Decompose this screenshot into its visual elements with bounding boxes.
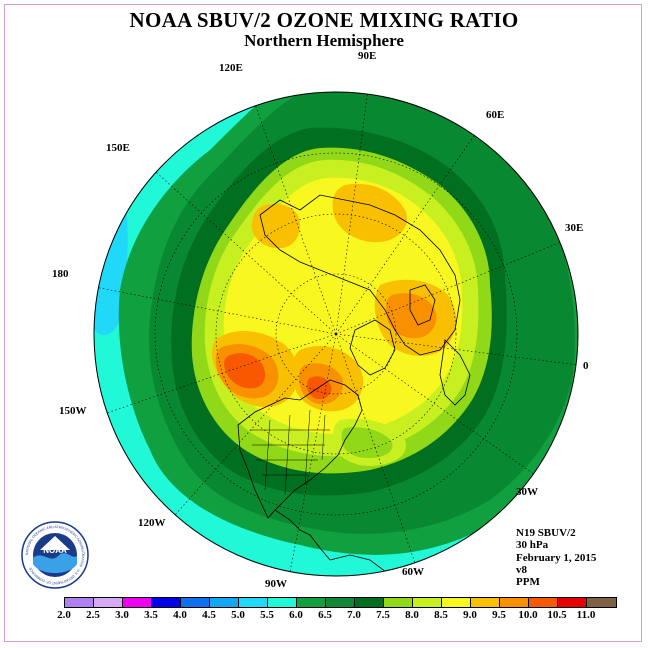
- scandinavia-outline: [409, 284, 436, 326]
- colorbar-tick-label: 9.5: [492, 609, 506, 621]
- central-america-outline: [274, 509, 331, 561]
- meridian-60w: [335, 333, 416, 564]
- colorbar-swatch: [413, 598, 442, 607]
- colorbar-tick-label: 3.0: [115, 609, 129, 621]
- longitude-label-0: 0: [583, 360, 589, 372]
- figure-frame: [4, 4, 642, 642]
- map-boundary: [93, 91, 579, 577]
- meridian-30w: [335, 333, 536, 476]
- colorbar-tick-label: 6.5: [318, 609, 332, 621]
- band-7.5-8.0-atlantic: [341, 427, 393, 458]
- colorbar-swatch: [181, 598, 210, 607]
- colorbar-swatch: [326, 598, 355, 607]
- colorbar-swatch: [384, 598, 413, 607]
- logo-wave: [33, 553, 77, 573]
- colorbar-swatch: [152, 598, 181, 607]
- longitude-label-150w: 150W: [59, 405, 87, 417]
- meridian-150w: [106, 333, 337, 414]
- longitude-label-60w: 60W: [402, 566, 424, 578]
- colorbar-ticks: 2.0 2.5 3.0 3.5 4.0 4.5 5.0 5.5 6.0 6.5 7.0 7.5 8.0 8…: [51, 609, 611, 623]
- colorbar-tick-label: 7.0: [347, 609, 361, 621]
- colorbar-tick-label: 7.5: [376, 609, 390, 621]
- longitude-label-30w: 30W: [516, 486, 538, 498]
- colorbar-swatch: [500, 598, 529, 607]
- colorbar-tick-label: 8.0: [405, 609, 419, 621]
- colorbar-swatch: [268, 598, 297, 607]
- band-9.0-9.5-north: [332, 183, 408, 243]
- latitude-circle-60: [215, 213, 457, 455]
- south-america-outline: [329, 554, 401, 576]
- meridian-90w: [289, 333, 337, 573]
- colorbar-tick-label: 8.5: [434, 609, 448, 621]
- colorbar-swatch: [94, 598, 123, 607]
- meridian-150e: [137, 155, 337, 335]
- logo-bird-shape: [40, 536, 70, 550]
- colorbar-tick-label: 2.0: [57, 609, 71, 621]
- date-label: February 1, 2015: [516, 551, 597, 564]
- eurasia-outline: [259, 194, 461, 356]
- band-10.0-10.5-center: [307, 376, 332, 399]
- meridian-30e: [335, 239, 567, 335]
- colorbar-swatch: [529, 598, 558, 607]
- band-9.5-10.0-east: [386, 293, 437, 339]
- colorbar-swatch: [558, 598, 587, 607]
- longitude-label-150e: 150E: [106, 142, 130, 154]
- logo-center-text: NOAA: [43, 546, 67, 555]
- us-state-lines: [250, 409, 330, 496]
- colorbar-tick-label: 11.0: [576, 609, 596, 621]
- colorbar-tick-label: 10.0: [518, 609, 538, 621]
- colorbar-swatch: [297, 598, 326, 607]
- colorbar-tick-label: 5.0: [231, 609, 245, 621]
- longitude-label-90e: 90E: [358, 50, 377, 62]
- colorbar-tick-label: 5.5: [260, 609, 274, 621]
- latitude-circle-75: [275, 273, 397, 395]
- product-info: N19 SBUV/2 30 hPa February 1, 2015 v8 PP…: [516, 527, 596, 588]
- meridian-180: [94, 286, 337, 335]
- longitude-label-120w: 120W: [138, 517, 166, 529]
- colorbar-swatch: [239, 598, 268, 607]
- colorbar-swatch: [587, 598, 616, 607]
- colorbar-swatch: [65, 598, 94, 607]
- version-label: v8: [516, 563, 527, 576]
- map-title: NOAA SBUV/2 OZONE MIXING RATIO: [129, 8, 519, 32]
- colorbar-swatch: [210, 598, 239, 607]
- colorbar-swatch: [442, 598, 471, 607]
- instrument-label: N19 SBUV/2: [516, 527, 576, 539]
- colorbar-tick-label: 9.0: [463, 609, 477, 621]
- colorbar-tick-label: 4.5: [202, 609, 216, 621]
- colorbar-tick-label: 10.5: [547, 609, 567, 621]
- meridian-0: [335, 333, 578, 366]
- longitude-label-30e: 30E: [565, 222, 584, 234]
- north-america-outline: [237, 379, 363, 519]
- graticule: [94, 92, 578, 573]
- colorbar-swatch: [355, 598, 384, 607]
- pressure-level-label: 30 hPa: [516, 539, 549, 552]
- longitude-label-180: 180: [52, 268, 69, 280]
- band-9.0-9.5-nw: [251, 203, 300, 249]
- colorbar-tick-label: 6.0: [289, 609, 303, 621]
- noaa-logo: NOAA NATIONAL OCEANIC AND ATMOSPHERIC AD…: [21, 521, 89, 589]
- band-10.0-10.5-west: [224, 353, 266, 389]
- colorbar-tick-label: 2.5: [86, 609, 100, 621]
- units-label: PPM: [516, 576, 540, 589]
- greenland-outline: [349, 319, 396, 376]
- europe-outline: [439, 339, 471, 406]
- longitude-label-90w: 90W: [265, 578, 287, 590]
- longitude-label-60e: 60E: [486, 109, 505, 121]
- map-subtitle: Northern Hemisphere: [244, 31, 404, 50]
- longitude-label-120e: 120E: [219, 62, 243, 74]
- colorbar-swatch: [123, 598, 152, 607]
- colorbar: [64, 597, 617, 608]
- colorbar-swatch: [471, 598, 500, 607]
- colorbar-tick-label: 3.5: [144, 609, 158, 621]
- latitude-circle-45: [154, 152, 518, 516]
- meridian-60e: [335, 119, 486, 335]
- coastlines: [237, 194, 471, 576]
- meridian-120w: [174, 333, 337, 516]
- colorbar-tick-label: 4.0: [173, 609, 187, 621]
